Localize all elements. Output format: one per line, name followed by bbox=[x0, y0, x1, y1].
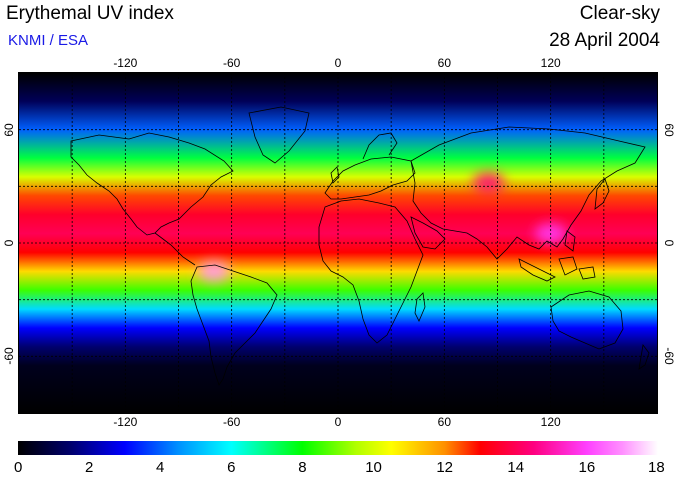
coast-japan bbox=[594, 178, 610, 210]
coast-madagascar bbox=[414, 292, 426, 322]
colorbar-label: 0 bbox=[14, 459, 23, 476]
map-title: Erythemal UV index bbox=[6, 3, 174, 24]
coast-asia bbox=[410, 126, 646, 260]
top-longitude-label: -120 bbox=[113, 56, 138, 70]
top-longitude-label: 0 bbox=[334, 56, 342, 70]
date-label: 28 April 2004 bbox=[549, 30, 660, 51]
coast-central-america bbox=[154, 232, 196, 266]
bottom-longitude-label: -120 bbox=[113, 415, 138, 429]
right-latitude-label: 60 bbox=[662, 122, 676, 137]
credit-label: KNMI / ESA bbox=[8, 32, 89, 49]
coast-uk bbox=[330, 166, 340, 184]
left-latitude-label: 0 bbox=[2, 239, 16, 247]
colorbar-label: 4 bbox=[156, 459, 165, 476]
hotspot-tibetan-plateau bbox=[472, 172, 505, 193]
colorbar-label: 16 bbox=[578, 459, 596, 476]
coast-north-america bbox=[70, 132, 234, 236]
colorbar-label: 8 bbox=[298, 459, 307, 476]
top-longitude-label: 60 bbox=[437, 56, 452, 70]
top-longitude-label: -60 bbox=[222, 56, 241, 70]
hotspot-andes bbox=[197, 261, 230, 282]
left-latitude-label: 60 bbox=[2, 122, 16, 137]
coast-australia bbox=[550, 290, 624, 350]
coast-greenland bbox=[248, 106, 310, 164]
right-latitude-label: 0 bbox=[662, 239, 676, 247]
bottom-longitude-label: 60 bbox=[437, 415, 452, 429]
left-latitude-label: -60 bbox=[2, 347, 16, 365]
top-longitude-label: 120 bbox=[540, 56, 561, 70]
colorbar bbox=[18, 441, 658, 455]
gridlines bbox=[19, 73, 657, 413]
coast-philippines bbox=[564, 230, 576, 252]
colorbar-label: 2 bbox=[84, 459, 94, 476]
uv-map-svg bbox=[19, 73, 657, 413]
coast-scandinavia bbox=[362, 132, 398, 160]
coast-europe bbox=[324, 156, 416, 200]
bottom-longitude-label: 0 bbox=[334, 415, 342, 429]
bottom-longitude-label: 120 bbox=[540, 415, 561, 429]
bottom-longitude-label: -60 bbox=[222, 415, 241, 429]
colorbar-label: 18 bbox=[647, 459, 665, 476]
coast-arabia bbox=[410, 216, 446, 250]
condition-label: Clear-sky bbox=[579, 3, 660, 24]
colorbar-label: 6 bbox=[227, 459, 236, 476]
colorbar-label: 14 bbox=[507, 459, 525, 476]
coast-new-zealand bbox=[638, 344, 650, 370]
colorbar-label: 10 bbox=[365, 459, 382, 476]
coast-south-america bbox=[190, 264, 278, 386]
colorbar-label: 12 bbox=[436, 459, 453, 476]
uv-index-map bbox=[18, 72, 658, 414]
right-latitude-label: -60 bbox=[662, 347, 676, 365]
coastlines bbox=[70, 106, 650, 386]
